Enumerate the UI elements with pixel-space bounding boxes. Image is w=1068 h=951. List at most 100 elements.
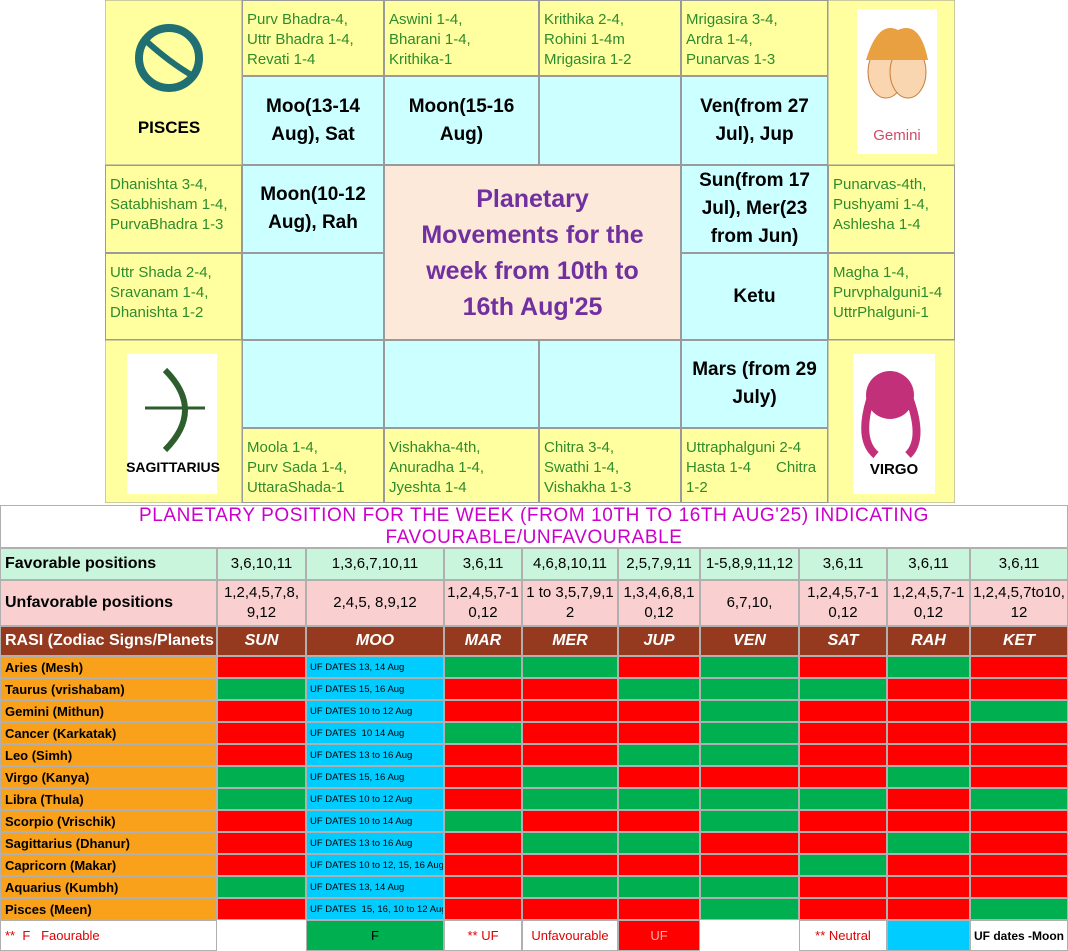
table-title: PLANETARY POSITION FOR THE WEEK (FROM 10… [0,505,1068,548]
cell-line: Aug) [439,123,484,145]
status-cell [970,810,1068,832]
sign-label: Cancer (Karkatak) [0,722,217,744]
cell-line: Dhanishta 3-4, [110,176,208,193]
status-cell [217,766,306,788]
cell-line: Moo(13-14 [266,95,360,117]
cell-line: Purv Sada 1-4, [247,459,348,476]
empty-cell [242,253,384,340]
status-cell [970,854,1068,876]
sign-label: Aries (Mesh) [0,656,217,678]
status-cell [970,766,1068,788]
planet-header: RAH [887,626,970,656]
moon-dates: UF DATES 13 to 16 Aug [306,744,444,766]
status-cell [217,656,306,678]
status-cell [887,722,970,744]
moon-dates: UF DATES 15, 16 Aug [306,678,444,700]
sign-label: PISCES [138,118,200,137]
status-cell [618,700,700,722]
status-cell [970,700,1068,722]
status-cell [217,832,306,854]
status-cell [970,898,1068,920]
cell-line: Sun(from 17 [699,170,810,191]
cell-line: Swathi 1-4, [544,459,620,476]
sign-label: Scorpio (Vrischik) [0,810,217,832]
status-cell [700,678,799,700]
status-cell [799,832,887,854]
nakshatra-cell: Moola 1-4, Purv Sada 1-4, UttaraShada-1 [242,428,384,503]
cell-line: Rohini 1-4m [544,31,625,48]
cell-line: Hasta 1-4 Chitra [686,459,817,476]
cell-line: Punarvas 1-3 [686,51,776,68]
status-cell [799,788,887,810]
cell-line: Moon(10-12 [260,184,366,205]
status-cell [970,678,1068,700]
planet-cell: Ketu [681,253,828,340]
status-cell [618,854,700,876]
status-cell [217,810,306,832]
header-label: RASI (Zodiac Signs/Planets [0,626,217,656]
moon-dates: UF DATES 10 to 12 Aug [306,788,444,810]
moon-dates: UF DATES 13, 14 Aug [306,876,444,898]
status-cell [217,678,306,700]
status-cell [444,832,522,854]
moon-dates: UF DATES 10 to 12 Aug [306,700,444,722]
nakshatra-cell: Aswini 1-4, Bharani 1-4, Krithika-1 [384,0,539,76]
status-cell [970,656,1068,678]
sign-label: Gemini (Mithun) [0,700,217,722]
legend-text: ** UF [444,920,522,951]
status-cell [444,854,522,876]
nakshatra-cell: Krithika 2-4, Rohini 1-4m Mrigasira 1-2 [539,0,681,76]
legend-swatch: F [306,920,444,951]
cell-line: Magha 1-4, [833,264,909,281]
position-cell: 1,2,4,5,7-10,12 [887,580,970,626]
planet-cell: Moon(10-12 Aug), Rah [242,165,384,253]
status-cell [700,898,799,920]
nakshatra-cell: Punarvas-4th, Pushyami 1-4, Ashlesha 1-4 [828,165,955,253]
cell-line: UttrPhalguni-1 [833,304,929,321]
status-cell [887,766,970,788]
sign-label: Pisces (Meen) [0,898,217,920]
cell-line: Aug), Sat [271,123,355,145]
status-cell [444,722,522,744]
moon-dates: UF DATES 10 to 12, 15, 16 Aug [306,854,444,876]
cell-line: UttaraShada-1 [247,479,345,496]
status-cell [444,744,522,766]
status-cell [799,744,887,766]
pisces-icon: PISCES [105,0,242,165]
status-cell [799,876,887,898]
title-line: Movements for the [421,220,644,249]
status-cell [522,700,618,722]
legend-text: ** F Faourable [0,920,217,951]
empty-cell [242,340,384,428]
sign-label: SAGITTARIUS [126,459,220,475]
position-cell: 4,6,8,10,11 [522,548,618,580]
cell-line: Chitra 3-4, [544,439,615,456]
status-cell [618,744,700,766]
status-cell [522,832,618,854]
status-cell [887,744,970,766]
cell-line: Purv Bhadra-4, [247,11,348,28]
position-cell: 3,6,11 [970,548,1068,580]
cell-line: Vishakha-4th, [389,439,481,456]
status-cell [522,854,618,876]
planet-header: MOO [306,626,444,656]
status-cell [799,722,887,744]
status-cell [444,898,522,920]
planet-header: JUP [618,626,700,656]
cell-line: July) [732,387,777,408]
status-cell [887,832,970,854]
status-cell [618,678,700,700]
position-cell: 6,7,10, [700,580,799,626]
planet-cell: Mars (from 29 July) [681,340,828,428]
status-cell [700,876,799,898]
planet-cell: Moon(15-16 Aug) [384,76,539,165]
cell-line: PurvaBhadra 1-3 [110,216,224,233]
position-cell: 1-5,8,9,11,12 [700,548,799,580]
empty-cell [539,76,681,165]
status-cell [970,722,1068,744]
status-cell [618,788,700,810]
sign-label: Aquarius (Kumbh) [0,876,217,898]
position-cell: 1,2,4,5,7-10,12 [444,580,522,626]
cell-line: Jul), Jup [715,123,794,145]
status-cell [887,876,970,898]
